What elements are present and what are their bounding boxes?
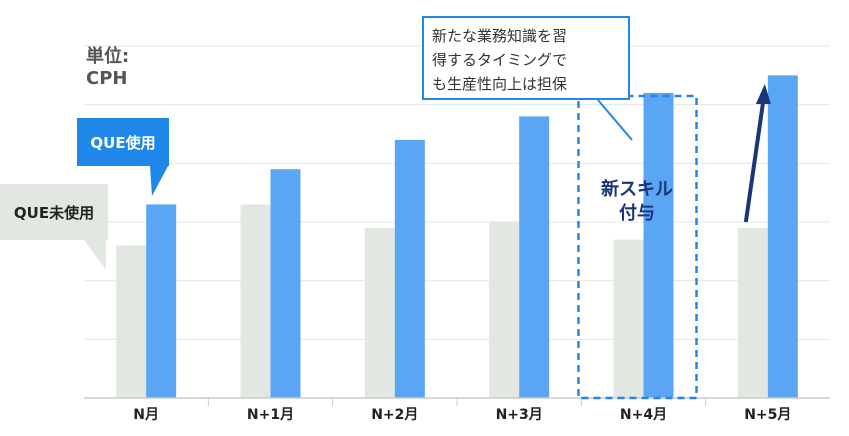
new-skill-line-2: 付与 bbox=[619, 203, 655, 224]
note-line-3: も生産性向上は担保 bbox=[432, 75, 568, 93]
bar-que-unused-2 bbox=[240, 204, 271, 398]
bar-que-unused-1 bbox=[116, 245, 147, 398]
bar-que-used-1 bbox=[146, 204, 177, 398]
x-tick-label: N+3月 bbox=[496, 407, 543, 423]
unit-label-line-2: CPH bbox=[86, 68, 128, 89]
note-pointer-line bbox=[597, 99, 633, 141]
noque-callout-tail bbox=[84, 240, 106, 270]
note-callout-box: 新たな業務知識を習 得するタイミングで も生産性向上は担保 bbox=[422, 16, 630, 100]
bar-que-used-5 bbox=[643, 92, 674, 398]
que-used-callout: QUE使用 bbox=[77, 118, 169, 166]
highlight-dashed-box bbox=[577, 94, 698, 400]
unit-label-line-1: 単位: bbox=[86, 46, 130, 67]
bar-que-used-2 bbox=[270, 169, 301, 398]
growth-arrow-head bbox=[755, 84, 771, 104]
bar-que-unused-6 bbox=[737, 227, 768, 398]
que-unused-callout: QUE未使用 bbox=[0, 184, 108, 240]
x-tick-label: N+1月 bbox=[247, 407, 294, 423]
growth-arrow-shaft bbox=[743, 103, 765, 223]
note-line-1: 新たな業務知識を習 bbox=[432, 27, 568, 45]
x-tick-label: N+2月 bbox=[371, 407, 418, 423]
bar-que-used-3 bbox=[394, 139, 425, 398]
y-axis-unit-label: 単位: CPH bbox=[86, 46, 129, 90]
bar-que-unused-5 bbox=[613, 239, 644, 398]
x-tick-label: N+5月 bbox=[744, 407, 791, 423]
new-skill-line-1: 新スキル bbox=[601, 179, 673, 200]
bar-que-unused-4 bbox=[489, 222, 520, 398]
x-tick-label: N+4月 bbox=[620, 407, 667, 423]
bar-que-used-4 bbox=[519, 116, 550, 399]
note-line-2: 得するタイミングで bbox=[432, 51, 568, 69]
bar-que-unused-3 bbox=[364, 227, 395, 398]
bar-que-used-6 bbox=[767, 75, 798, 398]
x-tick-label: N月 bbox=[133, 407, 159, 423]
new-skill-label: 新スキル 付与 bbox=[582, 178, 692, 226]
que-callout-tail bbox=[150, 166, 168, 196]
